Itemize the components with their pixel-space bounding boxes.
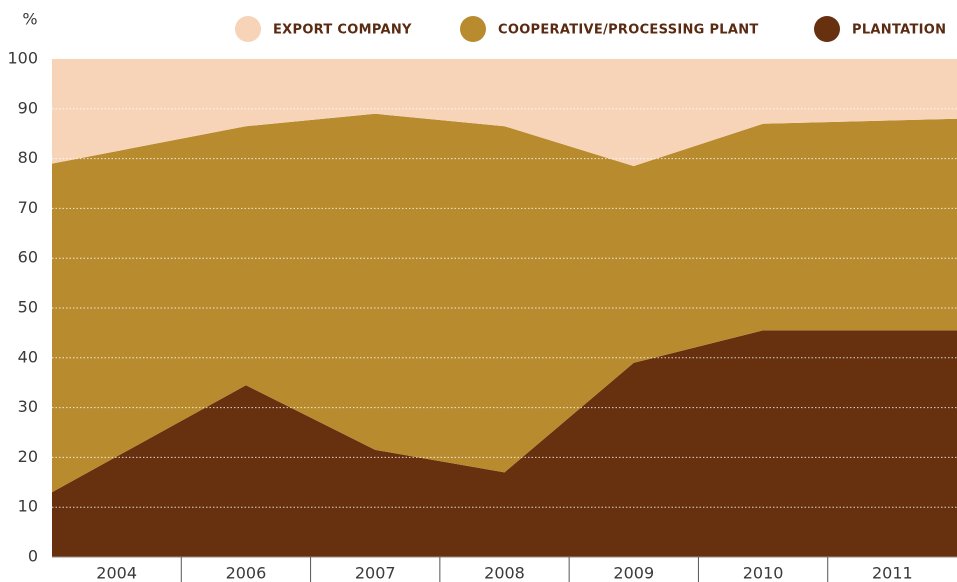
y-tick-label: 30 <box>18 397 38 416</box>
legend-label: PLANTATION <box>852 23 946 38</box>
y-tick-label: 50 <box>18 298 38 317</box>
x-tick-label: 2010 <box>743 564 784 582</box>
y-tick-label: 80 <box>18 148 38 167</box>
x-tick-label: 2011 <box>872 564 913 582</box>
x-tick-label: 2009 <box>613 564 654 582</box>
area <box>52 330 957 557</box>
y-tick-label: 100 <box>7 49 38 68</box>
y-tick-label: 40 <box>18 347 38 366</box>
y-unit-label: % <box>22 10 37 29</box>
area <box>52 113 957 493</box>
legend-label: EXPORT COMPANY <box>273 23 412 38</box>
legend-swatch <box>460 16 486 42</box>
legend-swatch <box>814 16 840 42</box>
y-tick-label: 60 <box>18 248 38 267</box>
y-tick-label: 90 <box>18 98 38 117</box>
x-tick-label: 2004 <box>96 564 137 582</box>
x-tick-label: 2007 <box>355 564 396 582</box>
legend-swatch <box>235 16 261 42</box>
area <box>52 59 957 167</box>
y-tick-label: 20 <box>18 447 38 466</box>
x-tick-label: 2008 <box>484 564 525 582</box>
x-tick-label: 2006 <box>226 564 267 582</box>
y-tick-label: 70 <box>18 198 38 217</box>
legend-label: COOPERATIVE/PROCESSING PLANT <box>498 23 759 38</box>
y-tick-label: 10 <box>18 497 38 516</box>
y-tick-label: 0 <box>28 547 38 566</box>
